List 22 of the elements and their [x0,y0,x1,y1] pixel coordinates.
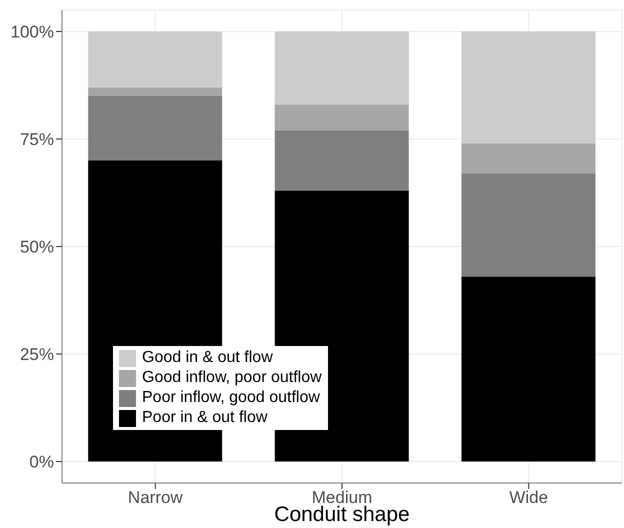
bar [88,32,222,88]
legend-label: Good in & out flow [142,349,273,367]
bar [88,87,222,96]
y-tick-label: 25% [20,345,54,364]
x-axis-title: Conduit shape [274,503,410,526]
bar [274,104,409,130]
bar [88,96,222,160]
bar [274,32,409,105]
y-tick-label: 0% [29,452,54,472]
bar [461,173,596,277]
y-tick-label: 50% [20,238,54,257]
legend-label: Poor in & out flow [142,409,268,427]
x-tick-label: Wide [509,488,548,508]
y-tick-label: 100% [10,22,54,42]
legend-label: Poor inflow, good outflow [142,389,320,407]
bar [461,143,596,174]
y-tick-label: 75% [20,130,54,150]
bar [461,32,596,144]
bar [274,130,409,191]
x-tick-label: Narrow [128,488,184,508]
bar [461,276,596,462]
legend-label: Good inflow, poor outflow [142,369,322,387]
